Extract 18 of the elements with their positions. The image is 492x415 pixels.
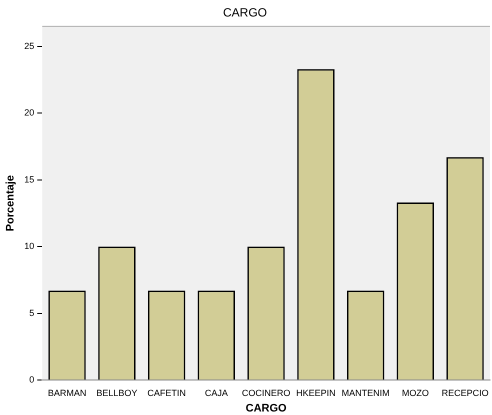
- y-axis-title: Porcentaje: [4, 175, 17, 232]
- x-tick-label: CAFETIN: [147, 388, 186, 398]
- y-tick-label: 20: [24, 108, 34, 118]
- y-tick-label: 25: [24, 40, 34, 51]
- chart-title: CARGO: [222, 6, 268, 20]
- y-tick-label: 5: [29, 308, 34, 318]
- x-tick-label: MOZO: [402, 388, 429, 398]
- y-tick-label: 15: [24, 174, 34, 184]
- y-tick-label: 10: [24, 241, 34, 252]
- x-tick-label: COCINERO: [242, 388, 290, 398]
- y-tick-label: 0: [29, 374, 34, 384]
- x-tick-label: RECEPCIO: [442, 388, 489, 398]
- x-tick-label: BELLBOY: [96, 388, 138, 398]
- x-axis-title: CARGO: [246, 402, 288, 414]
- x-tick-label: MANTENIM: [342, 388, 390, 398]
- x-tick-label: BARMAN: [48, 388, 86, 398]
- x-tick-label: HKEEPIN: [296, 388, 336, 398]
- x-tick-label: CAJA: [204, 388, 228, 398]
